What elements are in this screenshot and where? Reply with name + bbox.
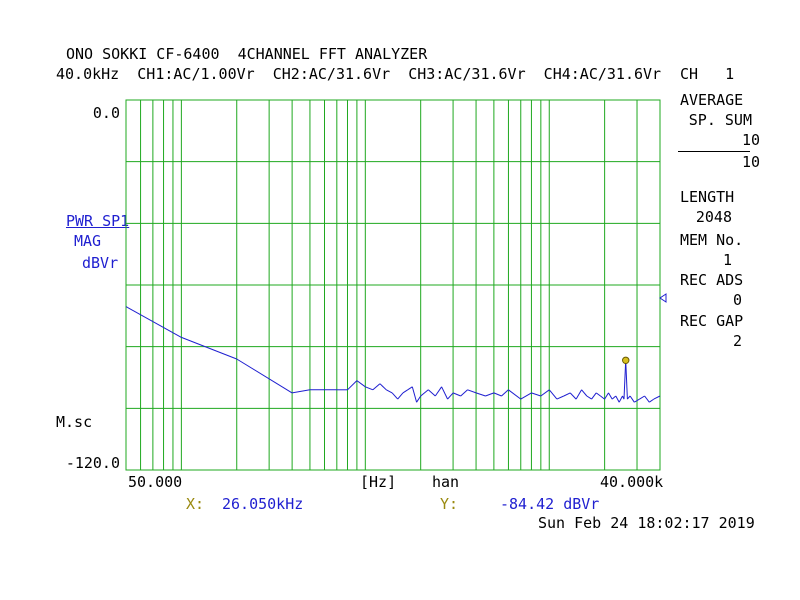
trace-segment bbox=[411, 386, 418, 403]
channel-indicator: CH 1 bbox=[680, 65, 735, 83]
y-axis-bottom-label: -120.0 bbox=[65, 454, 120, 472]
trace-segment bbox=[386, 389, 393, 394]
level-marker-icon bbox=[659, 293, 667, 303]
trace-segment bbox=[125, 306, 182, 338]
trace-segment bbox=[427, 389, 436, 397]
trace-segment bbox=[447, 392, 454, 400]
trace-segment bbox=[569, 392, 577, 400]
rec-gap-value: 2 bbox=[732, 332, 742, 350]
trace-segment bbox=[611, 395, 617, 400]
trace-segment bbox=[548, 389, 558, 400]
trace-segment bbox=[575, 389, 583, 400]
trace-name: PWR SP1 bbox=[66, 212, 130, 230]
x-axis-max-label: 40.000k bbox=[600, 473, 664, 491]
trace-segment bbox=[653, 395, 661, 400]
x-axis-min-label: 50.000 bbox=[128, 473, 183, 491]
length-value: 2048 bbox=[695, 208, 732, 226]
trace-segment bbox=[460, 389, 468, 397]
trace-segment bbox=[649, 398, 655, 403]
trace-segment bbox=[623, 360, 627, 400]
trace-segment bbox=[493, 392, 502, 397]
trace-segment bbox=[365, 386, 374, 391]
instrument-title: ONO SOKKI CF-6400 4CHANNEL FFT ANALYZER bbox=[66, 45, 428, 63]
cursor-marker bbox=[622, 356, 630, 364]
trace-segment bbox=[615, 395, 620, 403]
trace-segment bbox=[434, 386, 443, 397]
trace-segment bbox=[627, 395, 631, 400]
trace-segment bbox=[236, 358, 293, 394]
average-label: AVERAGE bbox=[680, 91, 744, 109]
average-total: 10 bbox=[741, 153, 760, 171]
length-label: LENGTH bbox=[680, 188, 735, 206]
trace-segment bbox=[618, 395, 623, 403]
trace-segment bbox=[540, 389, 550, 397]
trace-segment bbox=[586, 395, 592, 400]
cursor-x-value: 26.050kHz bbox=[222, 495, 304, 513]
trace-segment bbox=[604, 392, 609, 400]
trace-segment bbox=[452, 392, 461, 397]
trace-segment bbox=[467, 389, 477, 394]
trace-segment bbox=[531, 392, 541, 397]
scale-mode-label: M.sc bbox=[56, 413, 93, 431]
trace-segment bbox=[181, 336, 237, 360]
trace-segment bbox=[356, 380, 366, 388]
trace-segment bbox=[501, 389, 509, 397]
trace-type: MAG bbox=[74, 232, 102, 250]
trace-segment bbox=[379, 383, 387, 391]
trace-segment bbox=[347, 380, 358, 391]
trace-segment bbox=[397, 392, 404, 400]
timestamp: Sun Feb 24 18:02:17 2019 bbox=[538, 514, 755, 532]
window-function: han bbox=[432, 473, 460, 491]
trace-segment bbox=[292, 389, 310, 394]
trace-segment bbox=[634, 398, 640, 403]
trace-segment bbox=[416, 395, 422, 403]
trace-segment bbox=[485, 392, 495, 397]
trace-segment bbox=[563, 392, 571, 397]
grid bbox=[125, 99, 661, 471]
trace-segment bbox=[600, 395, 605, 400]
trace-segment bbox=[372, 383, 381, 391]
rec-ads-label: REC ADS bbox=[680, 271, 744, 289]
y-axis-top-label: 0.0 bbox=[92, 104, 120, 122]
channel-settings: 40.0kHz CH1:AC/1.00Vr CH2:AC/31.6Vr CH3:… bbox=[56, 65, 662, 83]
trace-segment bbox=[508, 389, 522, 400]
fraction-bar bbox=[678, 151, 750, 152]
cursor-y-label: Y: bbox=[440, 495, 459, 513]
average-count: 10 bbox=[741, 131, 760, 149]
trace-segment bbox=[391, 392, 399, 400]
rec-ads-value: 0 bbox=[732, 291, 742, 309]
trace-segment bbox=[608, 392, 613, 400]
memory-value: 1 bbox=[722, 251, 732, 269]
trace-segment bbox=[639, 395, 645, 400]
trace-segment bbox=[629, 395, 635, 403]
trace-segment bbox=[441, 386, 449, 400]
trace-segment bbox=[625, 360, 628, 400]
trace-layer bbox=[125, 306, 661, 403]
trace-segment bbox=[581, 389, 588, 397]
trace-segment bbox=[402, 389, 408, 394]
cursor-x-label: X: bbox=[186, 495, 205, 513]
rec-gap-label: REC GAP bbox=[680, 312, 744, 330]
cursor-y-value: -84.42 dBVr bbox=[500, 495, 600, 513]
x-axis-unit: [Hz] bbox=[360, 473, 397, 491]
memory-label: MEM No. bbox=[680, 231, 744, 249]
trace-segment bbox=[420, 389, 429, 397]
sum-label: SP. SUM bbox=[688, 111, 752, 129]
trace-segment bbox=[475, 392, 486, 397]
trace-segment bbox=[644, 395, 650, 403]
trace-segment bbox=[591, 392, 597, 400]
trace-segment bbox=[595, 392, 601, 397]
trace-segment bbox=[556, 395, 565, 400]
trace-segment bbox=[520, 392, 532, 400]
trace-unit: dBVr bbox=[82, 254, 119, 272]
trace-segment bbox=[407, 386, 413, 391]
